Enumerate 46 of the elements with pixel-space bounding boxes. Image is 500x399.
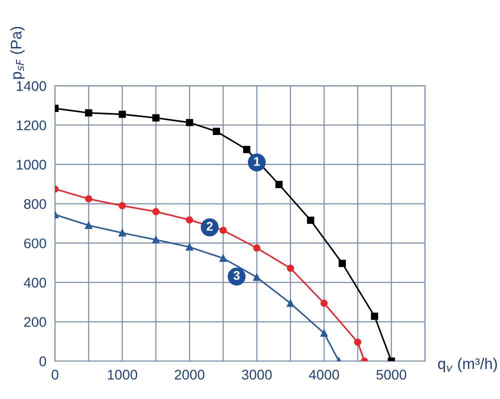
x-tick-label: 1000	[108, 370, 138, 380]
point	[152, 236, 160, 244]
y-tick-label: 600	[24, 238, 46, 248]
point	[307, 216, 314, 224]
point	[85, 222, 92, 230]
point	[152, 208, 160, 216]
x-tick-label: 4000	[308, 370, 339, 380]
point	[85, 195, 92, 202]
point	[186, 216, 194, 224]
y-tick-label: 200	[24, 317, 46, 327]
y-tick-label: 1200	[16, 120, 46, 130]
point	[186, 243, 194, 251]
point	[186, 118, 194, 126]
point	[275, 180, 283, 188]
y-axis-title: p$_{sF}$ (Pa)	[10, 26, 25, 79]
y-tick-label: 1000	[16, 160, 46, 170]
point	[286, 264, 294, 272]
point	[85, 109, 92, 117]
point	[220, 226, 227, 234]
x-tick-label: 2000	[174, 370, 204, 380]
point	[320, 300, 328, 307]
point	[253, 244, 260, 252]
point	[220, 254, 227, 262]
point	[152, 114, 160, 122]
y-tick-label: 800	[24, 199, 46, 209]
y-tick-label: 400	[24, 278, 46, 288]
y-tick-label: 0	[39, 356, 46, 366]
point	[354, 338, 362, 346]
point	[118, 202, 126, 210]
point	[243, 146, 250, 154]
point	[370, 312, 378, 320]
point	[212, 128, 220, 136]
point	[320, 330, 328, 337]
point	[286, 300, 294, 307]
point	[118, 110, 126, 118]
x-tick-label: 3000	[242, 370, 272, 380]
x-tick-label: 5000	[376, 370, 406, 380]
annotation: 2	[206, 222, 213, 231]
point	[338, 260, 346, 267]
x-axis-title: q$_{v}$ (m³/h)	[438, 358, 497, 372]
point	[253, 274, 260, 281]
point	[118, 229, 126, 236]
x-tick-label: 0	[52, 370, 58, 380]
annotation: 1	[254, 157, 260, 166]
y-tick-label: 1400	[16, 81, 46, 91]
annotation: 3	[233, 271, 240, 280]
